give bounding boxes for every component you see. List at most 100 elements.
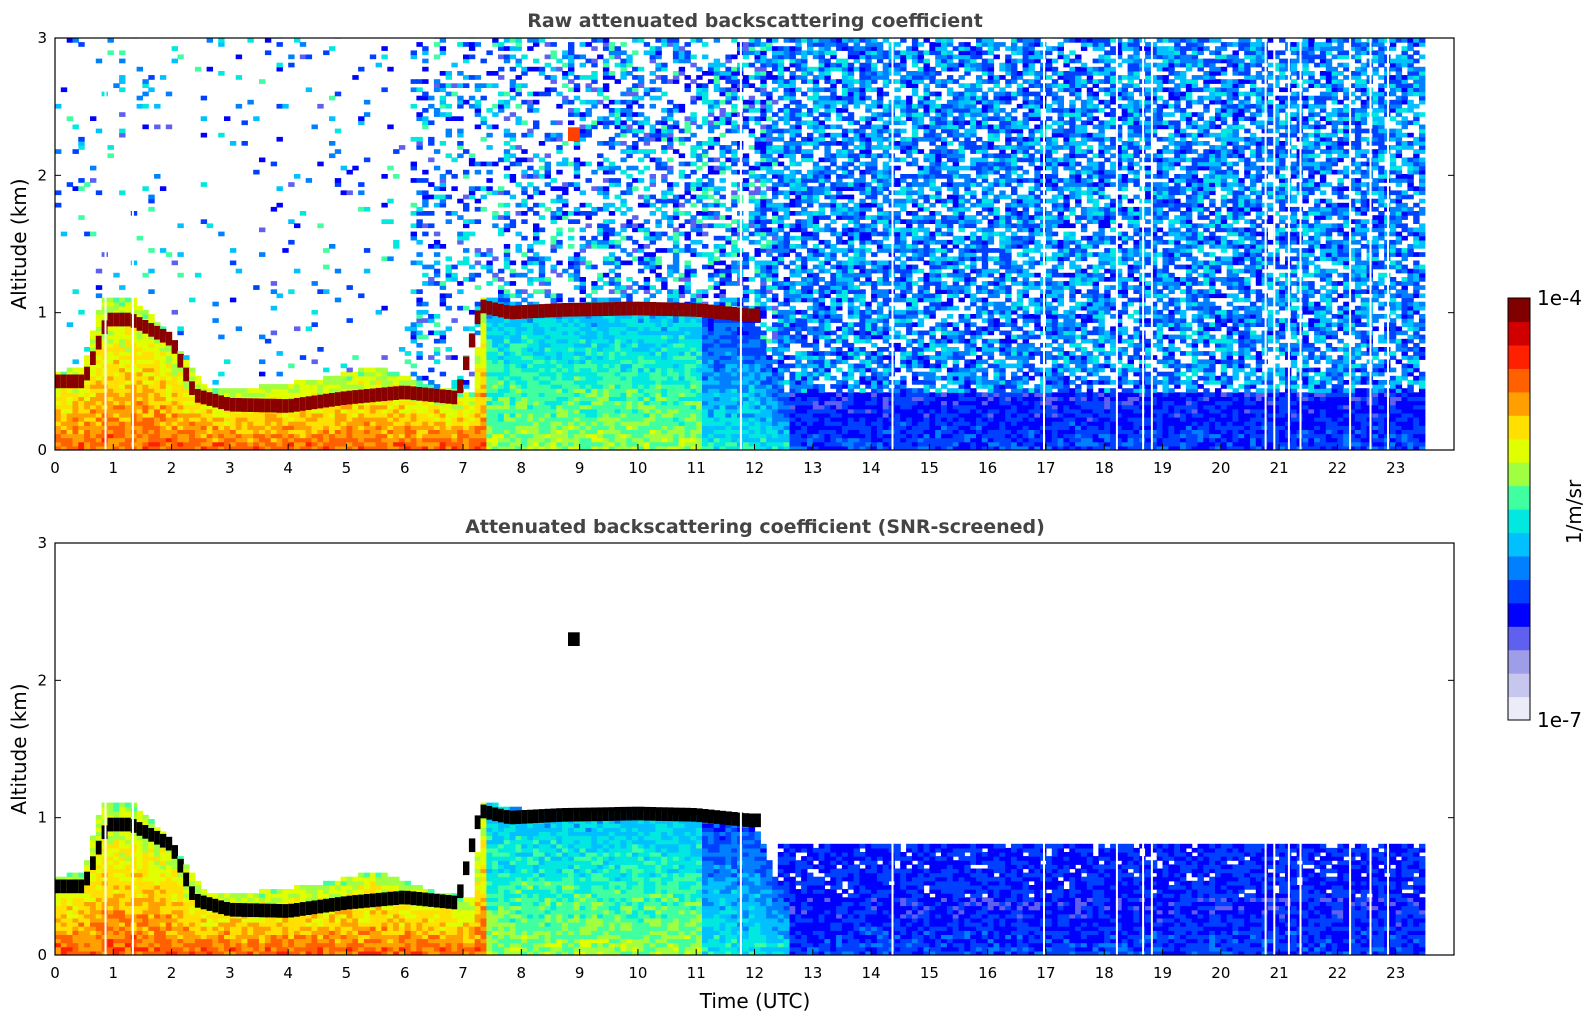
heatmap-cell bbox=[369, 380, 377, 385]
heatmap-cell bbox=[329, 244, 336, 249]
heatmap-cell bbox=[60, 437, 68, 443]
heatmap-cell bbox=[521, 157, 528, 163]
heatmap-cell bbox=[375, 62, 382, 68]
heatmap-cell bbox=[457, 417, 464, 422]
heatmap-cell bbox=[95, 322, 103, 327]
heatmap-cell bbox=[556, 408, 563, 414]
heatmap-cell bbox=[719, 252, 726, 257]
heatmap-cell bbox=[259, 388, 266, 393]
heatmap-cell bbox=[253, 169, 260, 175]
heatmap-cell bbox=[632, 375, 639, 381]
heatmap-cell bbox=[533, 417, 540, 422]
heatmap-cell bbox=[649, 318, 656, 323]
heatmap-cell bbox=[731, 268, 738, 274]
cloud-cell bbox=[264, 398, 272, 413]
heatmap-cell bbox=[696, 153, 703, 159]
heatmap-cell bbox=[538, 355, 546, 360]
heatmap-cell bbox=[696, 289, 703, 294]
heatmap-cell bbox=[614, 400, 621, 406]
heatmap-cell bbox=[690, 363, 697, 369]
heatmap-cell bbox=[667, 367, 674, 373]
heatmap-cell bbox=[661, 108, 668, 113]
heatmap-cell bbox=[334, 375, 342, 381]
heatmap-cell bbox=[136, 347, 143, 352]
heatmap-cell bbox=[334, 425, 342, 430]
heatmap-cell bbox=[66, 412, 74, 418]
heatmap-cell bbox=[731, 153, 738, 159]
heatmap-cell bbox=[573, 347, 581, 352]
heatmap-cell bbox=[684, 384, 691, 389]
heatmap-cell bbox=[486, 388, 493, 393]
heatmap-cell bbox=[457, 412, 464, 418]
heatmap-cell bbox=[608, 145, 616, 150]
heatmap-cell bbox=[690, 186, 697, 191]
heatmap-cell bbox=[369, 400, 377, 406]
heatmap-cell bbox=[643, 194, 651, 200]
heatmap-cell bbox=[585, 338, 592, 344]
heatmap-cell bbox=[608, 375, 616, 381]
heatmap-cell bbox=[655, 351, 662, 356]
heatmap-cell bbox=[288, 433, 295, 439]
heatmap-cell bbox=[235, 412, 243, 418]
heatmap-cell bbox=[672, 417, 680, 422]
heatmap-cell bbox=[159, 433, 167, 439]
heatmap-cell bbox=[702, 433, 709, 439]
heatmap-cell bbox=[556, 359, 563, 365]
heatmap-cell bbox=[643, 153, 651, 159]
heatmap-cell bbox=[183, 425, 190, 430]
heatmap-cell bbox=[509, 392, 517, 397]
heatmap-cell bbox=[620, 396, 627, 402]
heatmap-cell bbox=[667, 425, 674, 430]
heatmap-cell bbox=[579, 136, 586, 142]
heatmap-cell bbox=[614, 206, 621, 212]
heatmap-cell bbox=[608, 371, 616, 377]
heatmap-cell bbox=[428, 95, 435, 101]
heatmap-cell bbox=[294, 380, 301, 385]
heatmap-cell bbox=[95, 330, 103, 336]
cloud-cell bbox=[55, 374, 62, 389]
heatmap-cell bbox=[521, 359, 528, 365]
heatmap-cell bbox=[655, 231, 662, 237]
heatmap-cell bbox=[433, 268, 441, 274]
heatmap-cell bbox=[632, 75, 639, 80]
heatmap-cell bbox=[597, 445, 604, 450]
heatmap-cell bbox=[702, 384, 709, 389]
heatmap-cell bbox=[672, 404, 680, 410]
heatmap-cell bbox=[725, 116, 732, 121]
heatmap-cell bbox=[352, 165, 359, 171]
heatmap-cell bbox=[713, 215, 721, 220]
heatmap-cell bbox=[119, 371, 126, 377]
heatmap-cell bbox=[515, 42, 522, 47]
heatmap-cell bbox=[556, 239, 563, 245]
heatmap-cell bbox=[439, 87, 447, 93]
heatmap-cell bbox=[78, 400, 85, 406]
heatmap-cell bbox=[84, 392, 91, 397]
heatmap-cell bbox=[585, 314, 592, 319]
heatmap-cell bbox=[731, 161, 738, 167]
heatmap-cell bbox=[707, 277, 715, 282]
heatmap-cell bbox=[282, 433, 289, 439]
heatmap-cell bbox=[655, 338, 662, 344]
heatmap-cell bbox=[498, 227, 505, 233]
heatmap-cell bbox=[573, 408, 581, 414]
heatmap-cell bbox=[515, 429, 522, 435]
heatmap-cell bbox=[416, 417, 423, 422]
heatmap-cell bbox=[90, 384, 97, 389]
heatmap-cell bbox=[632, 433, 639, 439]
heatmap-cell bbox=[136, 437, 143, 443]
heatmap-cell bbox=[725, 223, 732, 229]
heatmap-cell bbox=[544, 326, 551, 332]
heatmap-cell bbox=[509, 301, 517, 307]
heatmap-cell bbox=[410, 161, 417, 167]
heatmap-cell bbox=[608, 219, 616, 224]
heatmap-cell bbox=[515, 91, 522, 97]
heatmap-cell bbox=[358, 371, 365, 377]
heatmap-cell bbox=[276, 136, 283, 142]
heatmap-cell bbox=[358, 408, 365, 414]
heatmap-cell bbox=[381, 421, 388, 426]
heatmap-cell bbox=[533, 330, 540, 336]
heatmap-cell bbox=[142, 355, 149, 360]
heatmap-cell bbox=[678, 445, 686, 450]
heatmap-cell bbox=[626, 62, 633, 68]
heatmap-cell bbox=[661, 408, 668, 414]
